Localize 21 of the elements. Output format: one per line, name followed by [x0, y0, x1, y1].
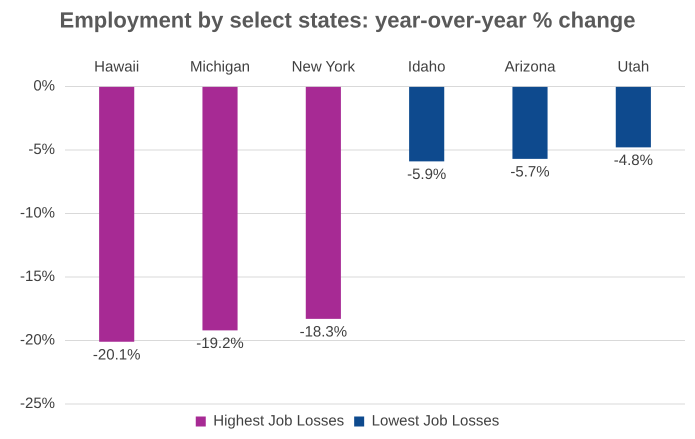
x-tick-label: Arizona: [504, 58, 556, 76]
y-tick-label: -5%: [28, 141, 56, 158]
data-label: -18.3%: [300, 324, 348, 341]
data-label: -20.1%: [92, 346, 140, 364]
y-tick-label: -15%: [20, 268, 56, 286]
y-tick-label: -10%: [20, 204, 56, 222]
x-tick-label: Hawaii: [94, 58, 140, 76]
x-tick-label: Idaho: [408, 58, 446, 76]
legend-label: Lowest Job Losses: [372, 412, 500, 430]
data-label: -19.2%: [196, 334, 244, 352]
y-tick-label: -25%: [20, 395, 56, 412]
data-label: -5.9%: [407, 166, 446, 183]
chart-title: Employment by select states: year-over-year % change: [60, 7, 636, 32]
data-label: -5.7%: [510, 163, 550, 180]
x-tick-label: Michigan: [190, 58, 250, 76]
x-tick-label: New York: [292, 58, 356, 76]
y-tick-label: -20%: [20, 332, 56, 349]
y-tick-label: 0%: [33, 78, 56, 95]
data-label: -4.8%: [614, 152, 653, 170]
x-tick-label: Utah: [617, 58, 650, 76]
legend-label: Highest Job Losses: [213, 412, 344, 430]
